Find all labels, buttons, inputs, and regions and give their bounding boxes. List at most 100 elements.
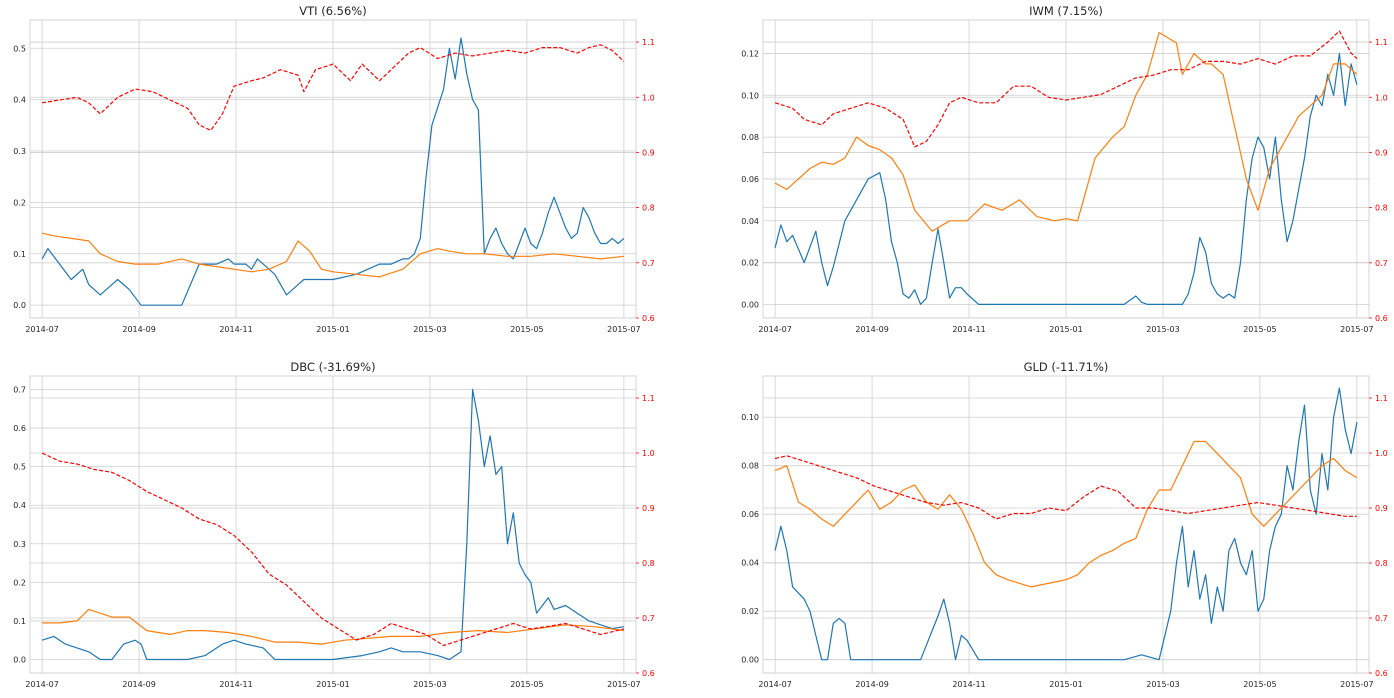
y-tick-label: 0.02 <box>741 607 759 616</box>
series-line-blue <box>41 388 624 661</box>
x-tick-label: 2014-09 <box>855 680 888 689</box>
y2-tick-label: 1.0 <box>642 93 655 102</box>
y-tick-label: 0.06 <box>741 175 759 184</box>
x-tick-label: 2014-09 <box>122 325 155 334</box>
y-tick-label: 0.2 <box>13 578 26 587</box>
y2-tick-label: 0.7 <box>1375 614 1388 623</box>
x-tick-label: 2015-03 <box>413 325 446 334</box>
x-tick-label: 2015-07 <box>607 325 640 334</box>
subplot-vti: VTI (6.56%) 2014-07 2014-09 2014-11 2015-01… <box>13 4 654 334</box>
x-tick-label: 2015-07 <box>1340 325 1373 334</box>
y-tick-label: 0.7 <box>13 386 26 395</box>
y2-tick-label: 1.1 <box>1375 38 1388 47</box>
x-tick-label: 2014-09 <box>122 680 155 689</box>
series-line-orange <box>774 31 1358 232</box>
y-tick-label: 0.3 <box>13 540 26 549</box>
series-line-blue <box>774 387 1358 661</box>
x-tick-label: 2015-07 <box>607 680 640 689</box>
series-line-red <box>774 30 1358 148</box>
y2-tick-label: 0.9 <box>642 148 655 157</box>
y-tick-label: 0.0 <box>13 301 26 310</box>
y-tick-label: 0.04 <box>741 559 759 568</box>
y2-tick-label: 0.7 <box>1375 259 1388 268</box>
y2-tick-label: 0.6 <box>1375 314 1388 323</box>
y-tick-label: 0.5 <box>13 463 26 472</box>
x-tick-label: 2014-11 <box>219 325 252 334</box>
x-tick-label: 2014-11 <box>952 325 985 334</box>
series-line-blue <box>41 37 625 306</box>
x-tick-label: 2015-03 <box>1146 325 1179 334</box>
y2-tick-label: 0.7 <box>642 259 655 268</box>
x-tick-label: 2014-09 <box>855 325 888 334</box>
y2-tick-label: 0.8 <box>642 204 655 213</box>
x-tick-label: 2015-01 <box>1049 680 1082 689</box>
y2-tick-label: 0.6 <box>1375 669 1388 678</box>
y-tick-label: 0.4 <box>13 501 26 510</box>
x-tick-label: 2015-05 <box>1243 325 1276 334</box>
y-tick-label: 0.4 <box>13 96 26 105</box>
y-tick-label: 0.6 <box>13 424 26 433</box>
x-tick-label: 2014-07 <box>25 680 58 689</box>
y2-tick-label: 0.6 <box>642 314 655 323</box>
y-tick-label: 0.08 <box>741 462 759 471</box>
y2-tick-label: 0.7 <box>642 614 655 623</box>
y-tick-label: 0.2 <box>13 198 26 207</box>
x-tick-label: 2015-01 <box>316 680 349 689</box>
subplot-gld: GLD (-11.71%) 2014-07 2014-09 2014-11 2015-… <box>741 360 1388 689</box>
x-tick-label: 2014-11 <box>219 680 252 689</box>
series-line-blue <box>774 52 1358 305</box>
y2-tick-label: 1.0 <box>1375 449 1388 458</box>
y-tick-label: 0.00 <box>741 300 759 309</box>
y2-tick-label: 1.1 <box>642 394 655 403</box>
chart-title-dbc: DBC (-31.69%) <box>290 360 375 374</box>
y2-tick-label: 0.9 <box>642 504 655 513</box>
y2-tick-label: 1.1 <box>1375 394 1388 403</box>
x-tick-label: 2015-03 <box>413 680 446 689</box>
x-tick-label: 2015-01 <box>316 325 349 334</box>
series-line-orange <box>41 232 624 278</box>
y2-tick-label: 0.8 <box>1375 559 1388 568</box>
y2-tick-label: 1.0 <box>642 449 655 458</box>
y-tick-label: 0.08 <box>741 133 759 142</box>
series-line-orange <box>774 440 1358 588</box>
subplot-iwm: IWM (7.15%) 2014-07 2014-09 2014-11 2015-01… <box>741 4 1388 334</box>
x-tick-label: 2014-07 <box>25 325 58 334</box>
y-tick-label: 0.1 <box>13 250 26 259</box>
y2-tick-label: 1.1 <box>642 38 655 47</box>
y-tick-label: 0.3 <box>13 147 26 156</box>
y2-tick-label: 0.9 <box>1375 148 1388 157</box>
chart-title-iwm: IWM (7.15%) <box>1029 4 1103 18</box>
y-tick-label: 0.10 <box>741 91 759 100</box>
y2-tick-label: 1.0 <box>1375 93 1388 102</box>
y-tick-label: 0.0 <box>13 656 26 665</box>
chart-title-vti: VTI (6.56%) <box>299 4 366 18</box>
y2-tick-label: 0.6 <box>642 669 655 678</box>
y2-tick-label: 0.8 <box>642 559 655 568</box>
y2-tick-label: 0.8 <box>1375 204 1388 213</box>
y-tick-label: 0.5 <box>13 44 26 53</box>
y2-tick-label: 0.9 <box>1375 504 1388 513</box>
series-line-red <box>41 452 625 647</box>
y-tick-label: 0.1 <box>13 617 26 626</box>
series-line-red <box>42 44 625 131</box>
x-tick-label: 2015-03 <box>1146 680 1179 689</box>
x-tick-label: 2015-07 <box>1340 680 1373 689</box>
x-tick-label: 2015-05 <box>510 325 543 334</box>
x-tick-label: 2014-07 <box>758 325 791 334</box>
x-tick-label: 2014-11 <box>952 680 985 689</box>
y-tick-label: 0.06 <box>741 510 759 519</box>
y-tick-label: 0.00 <box>741 656 759 665</box>
series-line-red <box>774 455 1357 520</box>
y-tick-label: 0.10 <box>741 413 759 422</box>
y-tick-label: 0.12 <box>741 49 759 58</box>
subplot-dbc: DBC (-31.69%) 2014-07 2014-09 2014-11 2015-… <box>13 360 654 689</box>
x-tick-label: 2015-05 <box>510 680 543 689</box>
chart-title-gld: GLD (-11.71%) <box>1024 360 1109 374</box>
x-tick-label: 2015-01 <box>1049 325 1082 334</box>
x-tick-label: 2014-07 <box>758 680 791 689</box>
series-line-orange <box>42 608 624 645</box>
y-tick-label: 0.04 <box>741 217 759 226</box>
x-tick-label: 2015-05 <box>1243 680 1276 689</box>
y-tick-label: 0.02 <box>741 259 759 268</box>
